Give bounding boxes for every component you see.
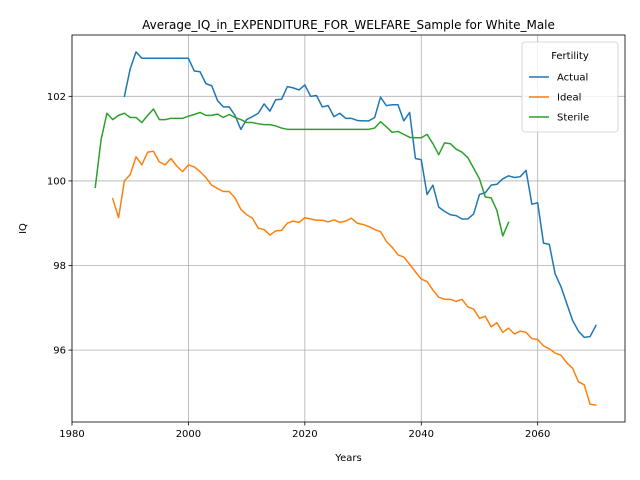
grid	[71, 35, 625, 422]
y-tick-label: 96	[53, 346, 66, 357]
y-axis-label: IQ	[18, 223, 29, 234]
x-tick-label: 2000	[176, 429, 201, 440]
series-lines	[94, 51, 597, 406]
legend-label-actual: Actual	[557, 73, 588, 84]
series-line-ideal	[111, 150, 597, 406]
legend-box	[521, 41, 619, 133]
x-axis-label: Years	[334, 453, 361, 464]
series-line-actual	[123, 51, 597, 339]
chart-title: Average_IQ_in_EXPENDITURE_FOR_WELFARE_Sa…	[142, 18, 555, 32]
legend-title: Fertility	[551, 51, 589, 62]
y-tick-label: 98	[53, 261, 66, 272]
legend-label-ideal: Ideal	[557, 93, 581, 104]
x-tick-label: 1980	[59, 429, 84, 440]
series-line-sterile	[94, 108, 510, 237]
y-tick-label: 102	[47, 92, 66, 103]
plot-frame	[71, 34, 626, 423]
legend: Fertility Actual Ideal Sterile	[521, 41, 619, 133]
x-tick-label: 2040	[409, 429, 434, 440]
legend-entries: Actual Ideal Sterile	[529, 73, 589, 124]
y-tick-label: 100	[47, 176, 66, 187]
legend-label-sterile: Sterile	[557, 113, 589, 124]
axis-ticks: 1980 2000 2020 2040 2060 96 98 100 102	[47, 92, 551, 440]
x-tick-label: 2060	[525, 429, 550, 440]
x-tick-label: 2020	[292, 429, 317, 440]
